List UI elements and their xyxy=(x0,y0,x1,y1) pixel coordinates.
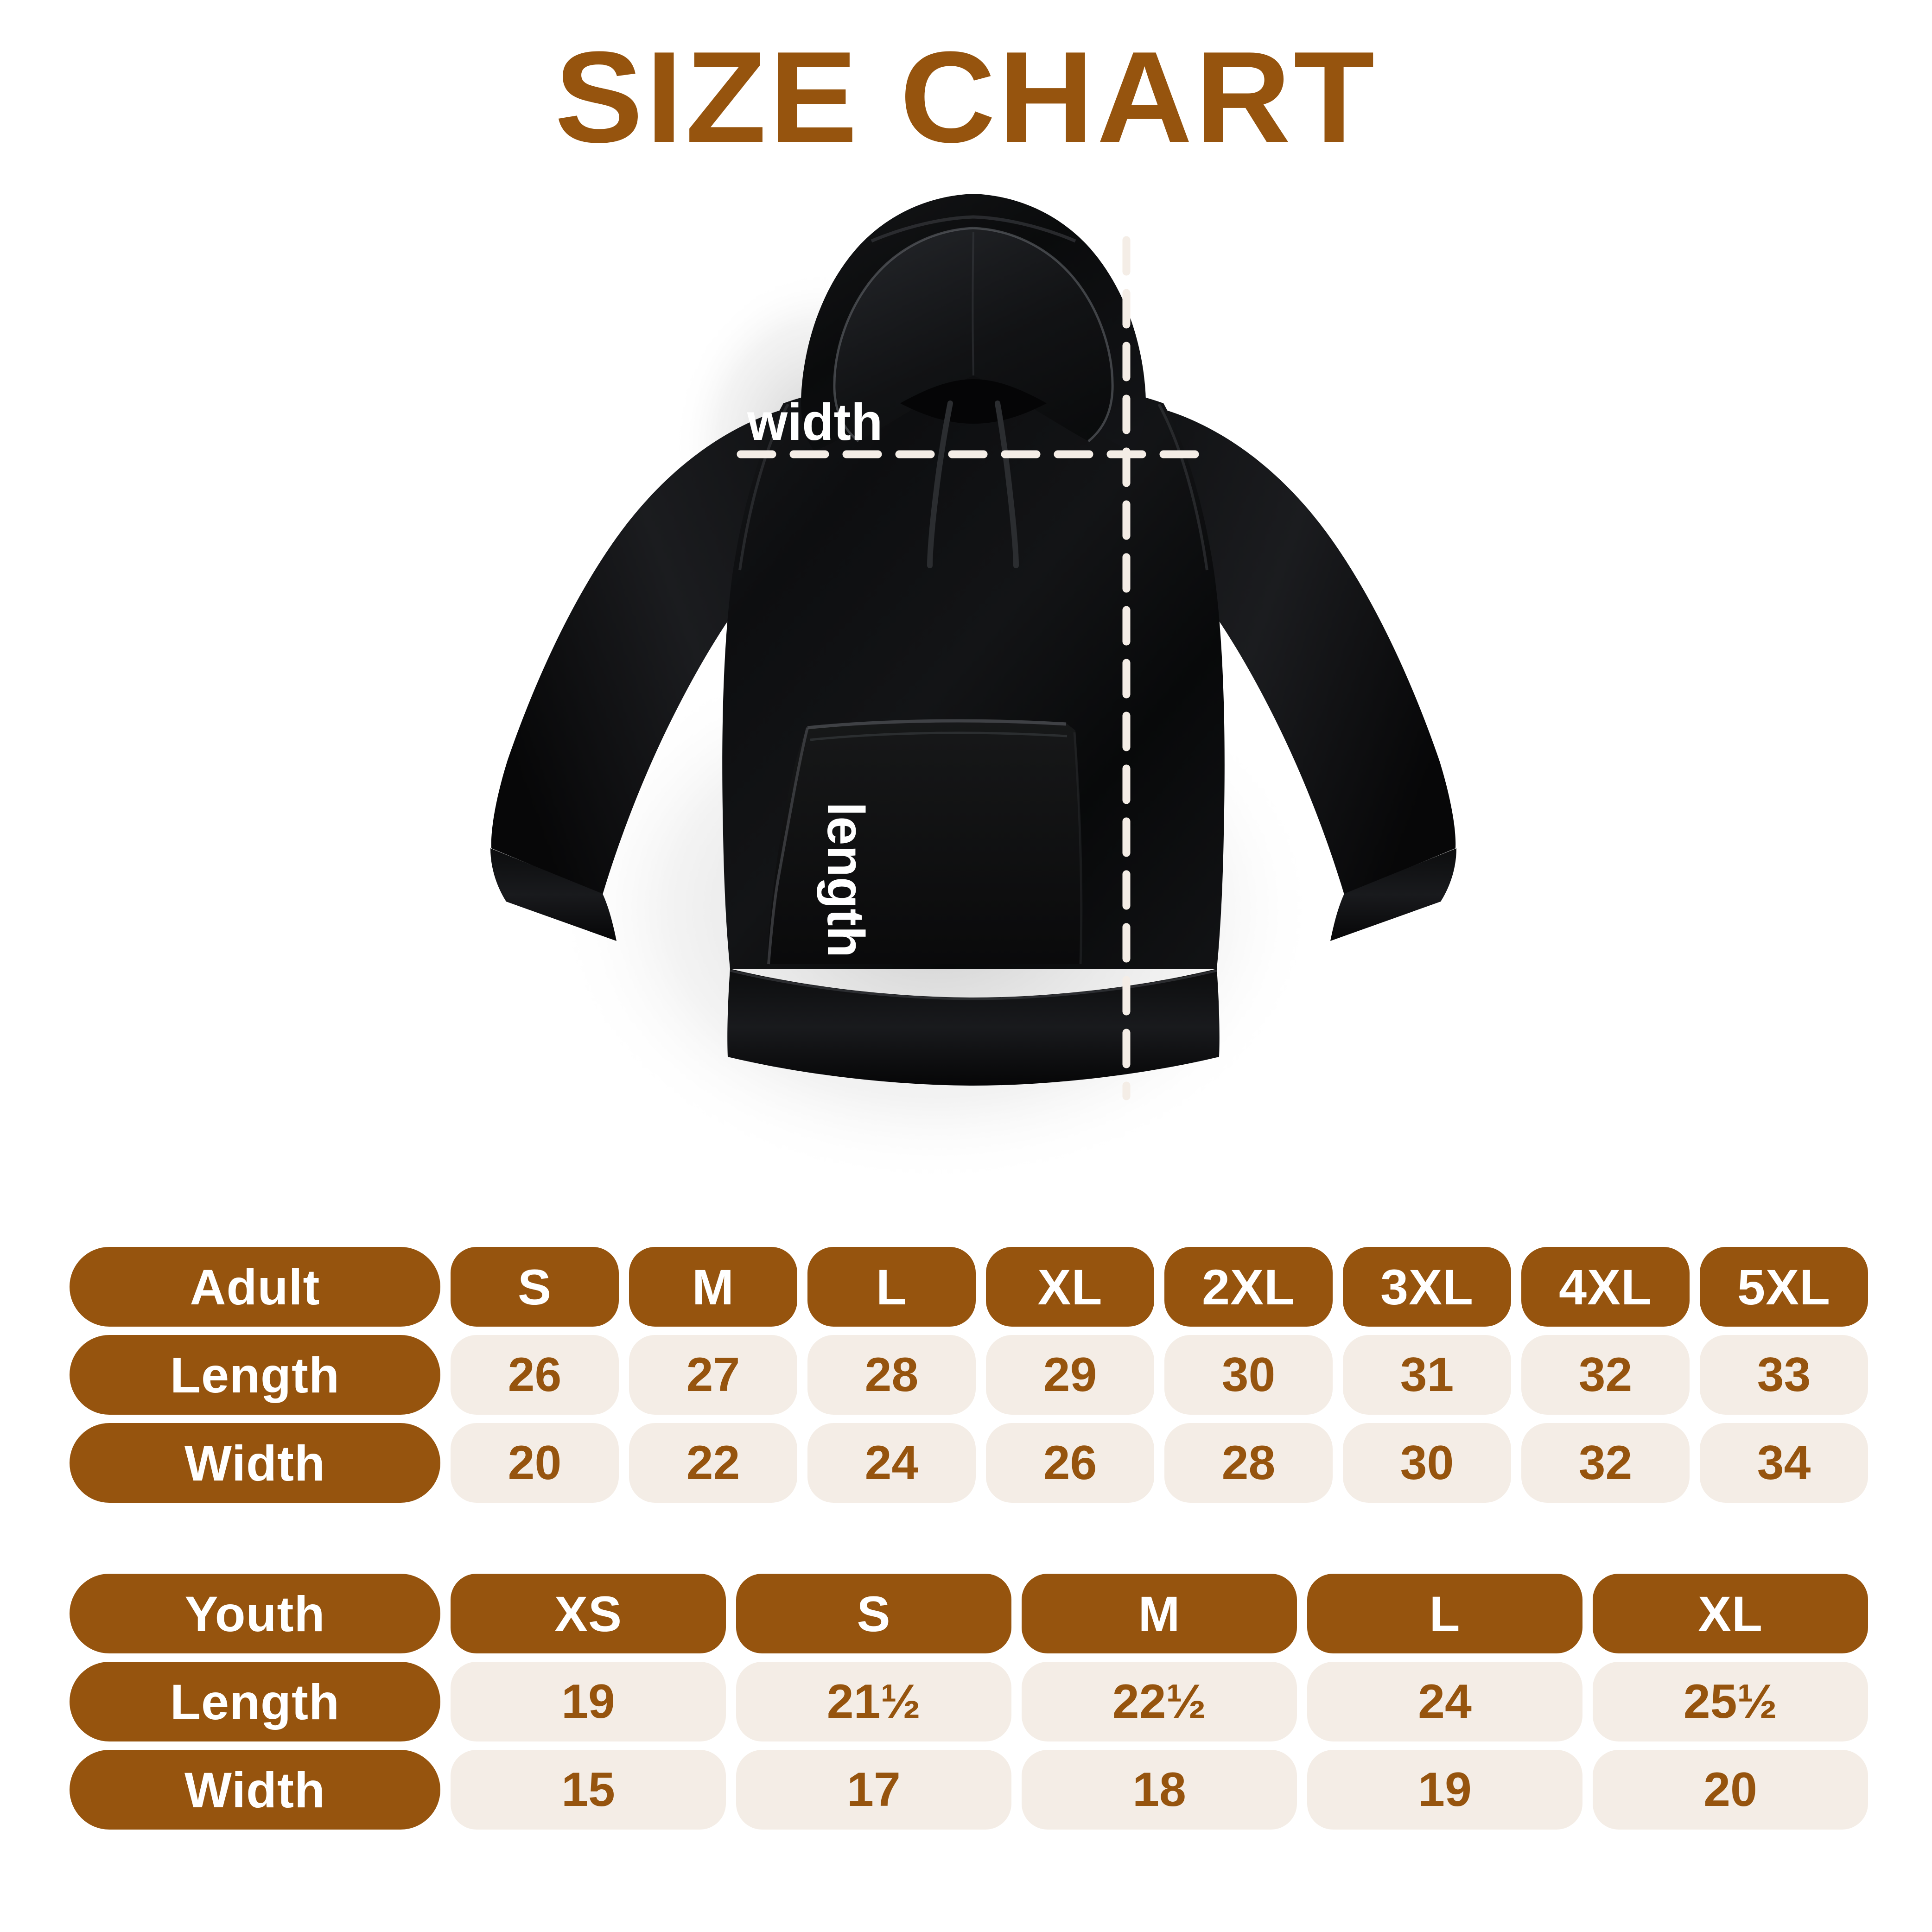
adult-length-4xl: 32 xyxy=(1521,1335,1690,1415)
left-sleeve xyxy=(491,408,788,895)
neck-shadow xyxy=(900,379,1047,424)
pocket-left-opening xyxy=(767,727,809,965)
youth-width-label: Width xyxy=(70,1750,440,1830)
adult-col-4xl: 4XL xyxy=(1521,1247,1690,1327)
right-sleeve xyxy=(1159,408,1456,895)
youth-length-m: 22½ xyxy=(1022,1662,1297,1741)
waistband xyxy=(727,969,1220,1086)
youth-width-s: 17 xyxy=(736,1750,1011,1830)
adult-width-m: 22 xyxy=(629,1423,797,1503)
adult-length-s: 26 xyxy=(451,1335,619,1415)
page-title: SIZE CHART xyxy=(554,25,1378,170)
youth-col-s: S xyxy=(736,1574,1011,1653)
youth-col-l: L xyxy=(1307,1574,1582,1653)
right-cuff xyxy=(1330,848,1456,941)
left-cuff xyxy=(490,848,616,941)
adult-width-4xl: 32 xyxy=(1521,1423,1690,1503)
hood-lining xyxy=(834,228,1113,441)
youth-width-row: Width 15 17 18 19 20 xyxy=(70,1750,1868,1830)
adult-header-row: Adult S M L XL 2XL 3XL 4XL 5XL xyxy=(70,1247,1868,1327)
adult-col-s: S xyxy=(451,1247,619,1327)
youth-length-xs: 19 xyxy=(451,1662,726,1741)
adult-width-l: 24 xyxy=(807,1423,976,1503)
right-shoulder-seam xyxy=(1157,403,1208,571)
youth-length-row: Length 19 21½ 22½ 24 25½ xyxy=(70,1662,1868,1741)
adult-length-2xl: 30 xyxy=(1164,1335,1333,1415)
adult-length-m: 27 xyxy=(629,1335,797,1415)
hood-lining-edge xyxy=(973,227,1114,442)
size-tables: Adult S M L XL 2XL 3XL 4XL 5XL Length 26… xyxy=(70,1247,1868,1838)
youth-width-xl: 20 xyxy=(1593,1750,1868,1830)
adult-width-label: Width xyxy=(70,1423,440,1503)
youth-width-xs: 15 xyxy=(451,1750,726,1830)
youth-length-l: 24 xyxy=(1307,1662,1582,1741)
left-shoulder-seam xyxy=(738,403,789,571)
youth-width-m: 18 xyxy=(1022,1750,1297,1830)
adult-col-l: L xyxy=(807,1247,976,1327)
hood-top-seam xyxy=(871,215,1076,243)
youth-header-label: Youth xyxy=(70,1574,440,1653)
length-measure-label: length xyxy=(817,802,875,958)
youth-size-table: Youth XS S M L XL Length 19 21½ 22½ 24 2… xyxy=(70,1574,1868,1830)
drawstring-right xyxy=(995,400,1019,568)
adult-length-5xl: 33 xyxy=(1700,1335,1868,1415)
youth-length-s: 21½ xyxy=(736,1662,1011,1741)
youth-col-m: M xyxy=(1022,1574,1297,1653)
adult-width-s: 20 xyxy=(451,1423,619,1503)
adult-length-row: Length 26 27 28 29 30 31 32 33 xyxy=(70,1335,1868,1415)
adult-length-xl: 29 xyxy=(986,1335,1154,1415)
youth-width-l: 19 xyxy=(1307,1750,1582,1830)
adult-size-table: Adult S M L XL 2XL 3XL 4XL 5XL Length 26… xyxy=(70,1247,1868,1503)
pocket-top-seam-2 xyxy=(810,731,1068,741)
adult-length-label: Length xyxy=(70,1335,440,1415)
adult-col-2xl: 2XL xyxy=(1164,1247,1333,1327)
adult-width-5xl: 34 xyxy=(1700,1423,1868,1503)
pocket-right-edge xyxy=(1073,732,1083,965)
table-gap xyxy=(70,1511,1868,1574)
hood-lining-edge-left xyxy=(833,227,974,442)
waistband-seam xyxy=(730,969,1217,1000)
youth-length-xl: 25½ xyxy=(1593,1662,1868,1741)
adult-width-3xl: 30 xyxy=(1343,1423,1511,1503)
adult-length-3xl: 31 xyxy=(1343,1335,1511,1415)
adult-header-label: Adult xyxy=(70,1247,440,1327)
youth-header-row: Youth XS S M L XL xyxy=(70,1574,1868,1653)
adult-col-3xl: 3XL xyxy=(1343,1247,1511,1327)
kangaroo-pocket xyxy=(767,720,1081,964)
pocket-top-seam xyxy=(807,719,1067,730)
hoodie-svg xyxy=(490,194,1456,1187)
drawstring-left xyxy=(927,400,953,568)
hood-center-fold xyxy=(972,231,974,376)
youth-length-label: Length xyxy=(70,1662,440,1741)
adult-col-m: M xyxy=(629,1247,797,1327)
width-measure-label: width xyxy=(747,393,883,451)
adult-col-5xl: 5XL xyxy=(1700,1247,1868,1327)
adult-width-xl: 26 xyxy=(986,1423,1154,1503)
adult-length-l: 28 xyxy=(807,1335,976,1415)
adult-width-2xl: 28 xyxy=(1164,1423,1333,1503)
hoodie-illustration: width length xyxy=(464,185,1483,1196)
adult-col-xl: XL xyxy=(986,1247,1154,1327)
adult-width-row: Width 20 22 24 26 28 30 32 34 xyxy=(70,1423,1868,1503)
youth-col-xl: XL xyxy=(1593,1574,1868,1653)
youth-col-xs: XS xyxy=(451,1574,726,1653)
